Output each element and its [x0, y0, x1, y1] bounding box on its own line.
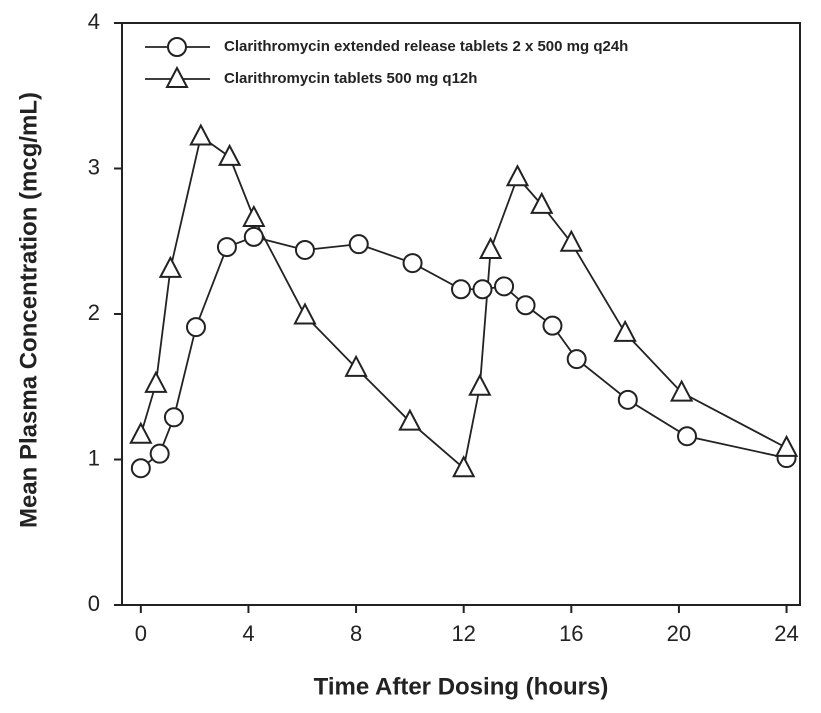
circle-marker — [472, 279, 493, 300]
plot-frame — [121, 22, 801, 606]
legend-label: Clarithromycin tablets 500 mg q12h — [224, 70, 477, 87]
y-tick-label: 1 — [88, 445, 100, 470]
triangle-marker — [559, 229, 583, 252]
triangle-marker — [189, 123, 213, 146]
y-axis-title: Mean Plasma Concentration (mcg/mL) — [15, 92, 42, 528]
circle-marker — [294, 239, 315, 260]
triangle-marker — [344, 354, 368, 377]
y-tick-label: 2 — [88, 300, 100, 325]
triangle-marker — [468, 373, 492, 396]
circle-marker — [130, 458, 151, 479]
triangle-marker — [774, 434, 799, 457]
triangle-marker — [293, 302, 317, 325]
triangle-marker — [129, 421, 153, 444]
x-tick-label: 0 — [135, 621, 147, 646]
x-tick-label: 20 — [667, 621, 691, 646]
circle-marker — [402, 253, 423, 274]
triangle-marker — [613, 319, 637, 342]
legend-label: Clarithromycin extended release tablets … — [224, 38, 628, 55]
triangle-marker — [478, 236, 503, 259]
circle-marker — [617, 389, 638, 410]
x-tick-label: 12 — [451, 621, 475, 646]
triangle-marker — [505, 164, 530, 187]
y-tick-label: 0 — [88, 591, 100, 616]
circle-marker — [185, 317, 206, 338]
x-axis-title: Time After Dosing (hours) — [314, 673, 609, 700]
series-line — [140, 235, 787, 469]
circle-marker — [348, 234, 369, 255]
circle-marker — [542, 315, 563, 336]
legend-marker — [167, 37, 187, 57]
circle-marker — [494, 276, 515, 297]
x-tick-label: 16 — [559, 621, 583, 646]
triangle-marker — [144, 370, 168, 393]
circle-marker — [566, 349, 587, 370]
y-tick-label: 4 — [88, 9, 100, 34]
triangle-marker — [158, 255, 183, 278]
circle-marker — [243, 226, 264, 247]
circle-marker — [677, 426, 697, 447]
x-tick-label: 24 — [774, 621, 798, 646]
y-tick-label: 3 — [88, 154, 100, 179]
x-tick-label: 8 — [350, 621, 362, 646]
circle-marker — [216, 237, 237, 258]
circle-marker — [149, 443, 170, 464]
legend-marker — [165, 65, 189, 88]
triangle-marker — [242, 204, 266, 227]
circle-marker — [163, 407, 184, 428]
x-tick-label: 4 — [242, 621, 254, 646]
series-line — [139, 134, 787, 470]
triangle-marker — [669, 379, 694, 402]
triangle-marker — [398, 408, 422, 431]
triangle-marker — [217, 143, 242, 166]
triangle-marker — [530, 191, 554, 214]
triangle-marker — [452, 455, 476, 478]
circle-marker — [451, 279, 471, 300]
circle-marker — [515, 295, 536, 316]
